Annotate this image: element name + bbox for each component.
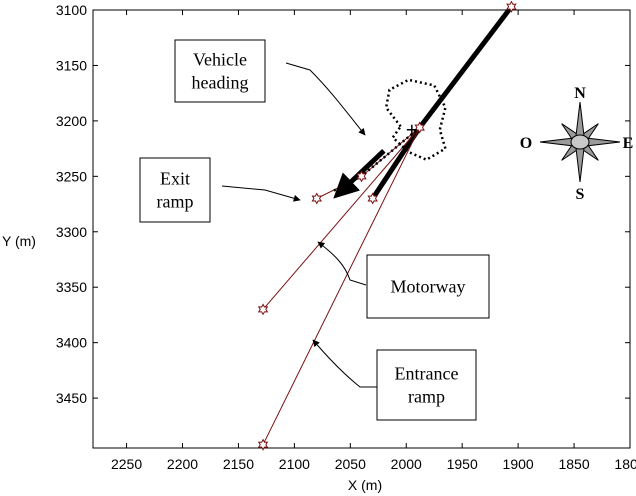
y-tick-label: 3100 [56, 2, 87, 18]
compass-east-label: E [623, 135, 634, 152]
series-line-2 [262, 127, 421, 445]
annotation-text: Entrance [395, 364, 459, 384]
annotation-box [376, 349, 477, 421]
annotation-text: heading [192, 73, 249, 93]
annotation-text: ramp [157, 192, 194, 212]
x-tick-label: 1850 [558, 456, 589, 472]
y-tick-label: 3400 [56, 335, 87, 351]
annotation-box [366, 254, 490, 319]
x-axis-label: X (m) [348, 477, 382, 493]
compass-center [570, 134, 590, 150]
series-line-0 [370, 5, 514, 200]
x-tick-label: 2250 [111, 456, 142, 472]
x-tick-label: 2050 [335, 456, 366, 472]
annotation-leader-arrow [285, 62, 366, 136]
annotations-layer: Vehicle heading Exit ramp Motorway Entrance ra… [139, 39, 490, 421]
series-line-1 [262, 127, 421, 310]
x-tick-label: 2150 [223, 456, 254, 472]
annotation-leader-arrow [221, 185, 301, 202]
compass-south-label: S [576, 186, 585, 203]
annotation-text: Exit [160, 169, 190, 189]
data-point-marker [414, 121, 425, 134]
y-tick-label: 3300 [56, 224, 87, 240]
data-point-marker [367, 192, 378, 205]
annotation-box [139, 157, 211, 223]
x-tick-label: 2000 [391, 456, 422, 472]
annotation-leader-arrow [312, 339, 377, 388]
markers-layer [257, 0, 517, 451]
heading-loop-5 [384, 78, 447, 162]
annotation-text: Motorway [391, 277, 466, 297]
y-tick-label: 3250 [56, 168, 87, 184]
x-tick-label: 1800 [614, 456, 636, 472]
annotation-text: ramp [408, 387, 445, 407]
data-point-marker [257, 303, 269, 316]
data-point-marker [506, 0, 517, 13]
compass-rose: N S E O [520, 85, 634, 203]
data-point-marker [356, 170, 367, 183]
data-point-marker [257, 438, 269, 451]
plot-frame [92, 9, 631, 449]
annotation-text: Vehicle [193, 50, 247, 70]
y-tick-label: 3450 [56, 390, 87, 406]
x-tick-label: 2100 [279, 456, 310, 472]
data-point-marker [311, 192, 322, 205]
axes: 2250 2200 2150 2100 2050 2000 1950 1900 1850 1800… [56, 2, 636, 472]
x-tick-label: 1900 [503, 456, 534, 472]
y-axis-label: Y (m) [2, 233, 36, 249]
y-tick-label: 3150 [56, 57, 87, 73]
annotation-box [174, 39, 266, 103]
compass-west-label: O [520, 135, 532, 152]
annotation-leader-arrow [317, 241, 367, 286]
x-tick-label: 2200 [167, 456, 198, 472]
compass-north-label: N [574, 85, 586, 102]
y-tick-label: 3350 [56, 279, 87, 295]
x-tick-label: 1950 [447, 456, 478, 472]
y-tick-label: 3200 [56, 113, 87, 129]
